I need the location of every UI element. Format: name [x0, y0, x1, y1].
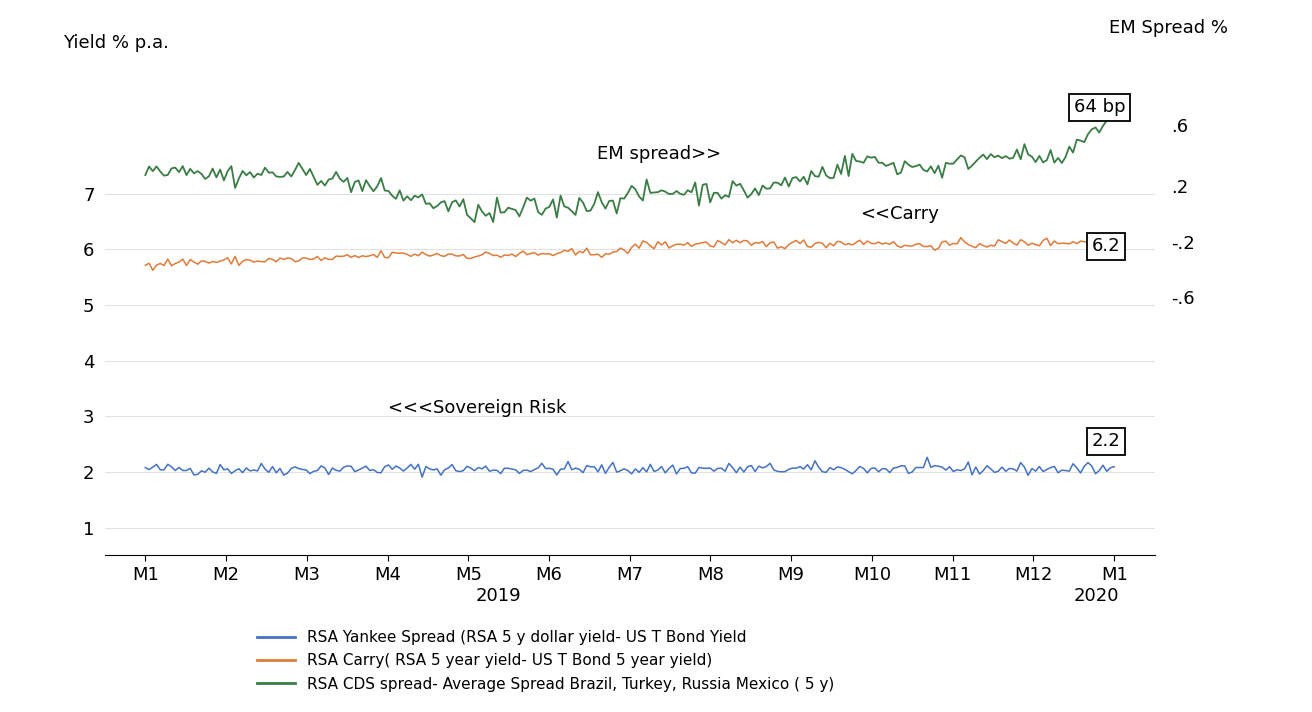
- Text: EM Spread %: EM Spread %: [1109, 19, 1228, 37]
- Text: <<<Sovereign Risk: <<<Sovereign Risk: [387, 399, 565, 417]
- Text: EM spread>>: EM spread>>: [597, 145, 722, 163]
- Text: -.6: -.6: [1170, 290, 1194, 308]
- Text: 6.2: 6.2: [1092, 238, 1120, 256]
- Text: 2.2: 2.2: [1092, 432, 1120, 450]
- Text: 2020: 2020: [1075, 587, 1119, 605]
- Text: .6: .6: [1170, 118, 1187, 136]
- Text: 64 bp: 64 bp: [1073, 98, 1126, 116]
- Legend: RSA Yankee Spread (RSA 5 y dollar yield- US T Bond Yield, RSA Carry( RSA 5 year : RSA Yankee Spread (RSA 5 y dollar yield-…: [251, 624, 841, 698]
- Text: <<Carry: <<Carry: [859, 204, 939, 223]
- Text: -.2: -.2: [1170, 235, 1194, 253]
- Text: Yield % p.a.: Yield % p.a.: [63, 34, 169, 52]
- Text: 2019: 2019: [476, 587, 521, 605]
- Text: .2: .2: [1170, 179, 1187, 197]
